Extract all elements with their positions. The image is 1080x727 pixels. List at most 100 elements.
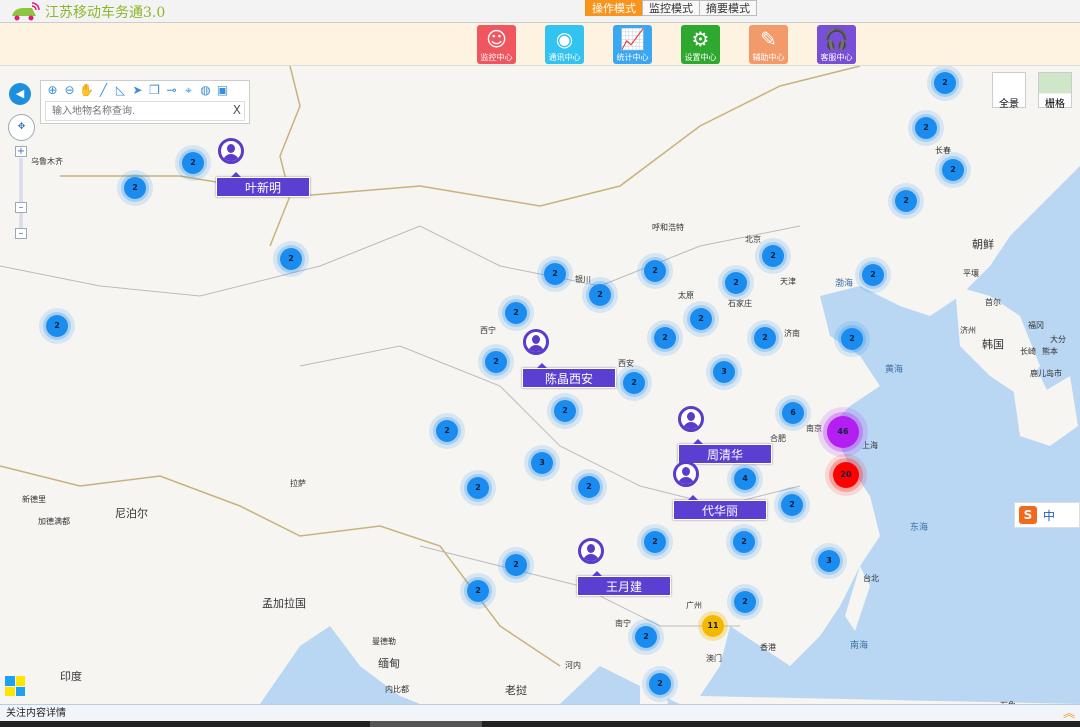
vehicle-cluster[interactable]: 2 bbox=[915, 117, 937, 139]
vehicle-cluster[interactable]: 2 bbox=[895, 190, 917, 212]
zoom-out-button[interactable]: – bbox=[15, 228, 27, 239]
vehicle-cluster[interactable]: 2 bbox=[485, 351, 507, 373]
toolbar-button-2[interactable]: ◉ 通讯中心 bbox=[545, 25, 584, 64]
city-label: 曼德勒 bbox=[372, 637, 396, 646]
person-avatar-icon[interactable] bbox=[678, 406, 704, 432]
raster-view-button[interactable]: 栅格 bbox=[1038, 72, 1072, 110]
scrollbar-thumb[interactable] bbox=[370, 721, 482, 727]
toolbar-button-4[interactable]: ⚙ 设置中心 bbox=[681, 25, 720, 64]
zoom-out-icon[interactable]: ⊖ bbox=[64, 83, 75, 97]
vehicle-cluster[interactable]: 2 bbox=[436, 420, 458, 442]
vehicle-cluster[interactable]: 2 bbox=[124, 177, 146, 199]
vehicle-cluster[interactable]: 2 bbox=[934, 72, 956, 94]
pan-hand-icon[interactable]: ✋ bbox=[79, 83, 94, 97]
vehicle-cluster[interactable]: 2 bbox=[654, 327, 676, 349]
area-measure-icon[interactable]: ◺ bbox=[115, 83, 126, 97]
layout-grid-icon[interactable] bbox=[5, 676, 25, 696]
vehicle-cluster[interactable]: 2 bbox=[544, 263, 566, 285]
vehicle-cluster[interactable]: 11 bbox=[702, 615, 724, 637]
expand-up-icon[interactable]: ︽ bbox=[1062, 706, 1075, 720]
vehicle-cluster[interactable]: 3 bbox=[818, 550, 840, 572]
vehicle-cluster[interactable]: 20 bbox=[833, 462, 859, 488]
bar-chart-icon: 📈 bbox=[620, 27, 645, 51]
vehicle-cluster[interactable]: 2 bbox=[725, 272, 747, 294]
country-label: 韩国 bbox=[982, 338, 1004, 351]
webcam-icon: ◉ bbox=[555, 27, 574, 51]
person-name-label[interactable]: 代华丽 bbox=[673, 495, 767, 520]
vehicle-cluster[interactable]: 2 bbox=[589, 284, 611, 306]
map-view[interactable]: 长春 北京 天津 呼和浩特 银川 太原 石家庄 济南 西宁 西安 合肥 南京 上海 拉萨 广州 香港 澳门 南宁 台… bbox=[0, 66, 1080, 704]
sogou-icon: S bbox=[1019, 506, 1037, 524]
vehicle-cluster[interactable]: 2 bbox=[754, 327, 776, 349]
mode-tab[interactable]: 监控模式 bbox=[642, 0, 700, 16]
person-avatar-icon[interactable] bbox=[218, 138, 244, 164]
vehicle-cluster[interactable]: 2 bbox=[734, 591, 756, 613]
vehicle-cluster[interactable]: 2 bbox=[862, 264, 884, 286]
pan-control[interactable]: ✥ bbox=[8, 114, 35, 141]
vehicle-cluster[interactable]: 2 bbox=[781, 494, 803, 516]
vehicle-cluster[interactable]: 6 bbox=[782, 402, 804, 424]
vehicle-cluster[interactable]: 3 bbox=[713, 361, 735, 383]
person-avatar-icon[interactable] bbox=[523, 329, 549, 355]
copy-icon[interactable]: ❐ bbox=[149, 83, 160, 97]
person-avatar-icon[interactable] bbox=[578, 538, 604, 564]
vehicle-cluster[interactable]: 2 bbox=[578, 476, 600, 498]
line-icon[interactable]: ⊸ bbox=[166, 83, 177, 97]
person-avatar-icon[interactable] bbox=[673, 461, 699, 487]
toolbar-button-3[interactable]: 📈 统计中心 bbox=[613, 25, 652, 64]
toolbar-button-6[interactable]: 🎧 客服中心 bbox=[817, 25, 856, 64]
vehicle-cluster[interactable]: 2 bbox=[46, 315, 68, 337]
city-label: 长崎 bbox=[1020, 347, 1036, 356]
vehicle-cluster[interactable]: 2 bbox=[505, 554, 527, 576]
back-button[interactable]: ◀ bbox=[9, 83, 31, 105]
vehicle-cluster[interactable]: 2 bbox=[280, 248, 302, 270]
vehicle-cluster[interactable]: 2 bbox=[644, 260, 666, 282]
vehicle-cluster[interactable]: 2 bbox=[505, 302, 527, 324]
zoom-track[interactable] bbox=[19, 158, 23, 228]
vehicle-cluster[interactable]: 2 bbox=[623, 372, 645, 394]
zoom-in-icon[interactable]: ⊕ bbox=[47, 83, 58, 97]
mode-tab[interactable]: 操作模式 bbox=[585, 0, 643, 16]
vehicle-cluster[interactable]: 2 bbox=[649, 673, 671, 695]
panorama-view-button[interactable]: 全景 bbox=[992, 72, 1026, 110]
location-pin-icon[interactable]: ⌖ bbox=[185, 83, 192, 97]
vehicle-cluster[interactable]: 2 bbox=[644, 531, 666, 553]
city-label: 新德里 bbox=[22, 495, 46, 504]
city-label: 太原 bbox=[678, 291, 694, 300]
vehicle-cluster[interactable]: 2 bbox=[942, 159, 964, 181]
toolbar-button-5[interactable]: ✎ 辅助中心 bbox=[749, 25, 788, 64]
vehicle-cluster[interactable]: 2 bbox=[762, 245, 784, 267]
person-name-label[interactable]: 周清华 bbox=[678, 439, 772, 464]
gears-icon: ⚙ bbox=[691, 27, 710, 51]
zoom-slider[interactable]: + – – bbox=[15, 146, 27, 240]
pencil-ruler-icon: ✎ bbox=[760, 27, 777, 51]
vehicle-cluster[interactable]: 2 bbox=[841, 328, 863, 350]
toolbar-button-label: 通讯中心 bbox=[548, 53, 581, 62]
vehicle-cluster[interactable]: 4 bbox=[734, 468, 756, 490]
person-name-label[interactable]: 叶新明 bbox=[216, 172, 310, 197]
mode-tab[interactable]: 摘要模式 bbox=[699, 0, 757, 16]
person-name-label[interactable]: 王月建 bbox=[577, 571, 671, 596]
place-search-input[interactable] bbox=[45, 101, 245, 121]
status-text[interactable]: 关注内容详情 bbox=[6, 708, 66, 719]
zoom-in-button[interactable]: + bbox=[15, 146, 27, 157]
horizontal-scrollbar[interactable] bbox=[0, 721, 1080, 727]
vehicle-cluster[interactable]: 2 bbox=[690, 308, 712, 330]
vehicle-cluster[interactable]: 2 bbox=[733, 531, 755, 553]
vehicle-cluster[interactable]: 3 bbox=[531, 452, 553, 474]
vehicle-cluster[interactable]: 2 bbox=[182, 152, 204, 174]
clear-search-button[interactable]: X bbox=[232, 103, 241, 117]
vehicle-cluster[interactable]: 2 bbox=[467, 477, 489, 499]
toolbar-button-1[interactable]: ☺ 监控中心 bbox=[477, 25, 516, 64]
save-icon[interactable]: ▣ bbox=[216, 83, 229, 97]
person-name-label[interactable]: 陈晶西安 bbox=[522, 363, 616, 388]
vehicle-cluster[interactable]: 46 bbox=[827, 416, 859, 448]
vehicle-cluster[interactable]: 2 bbox=[554, 400, 576, 422]
globe-icon[interactable]: ◍ bbox=[200, 83, 211, 97]
vehicle-cluster[interactable]: 2 bbox=[635, 626, 657, 648]
zoom-handle[interactable]: – bbox=[15, 202, 27, 213]
vehicle-cluster[interactable]: 2 bbox=[467, 580, 489, 602]
navigate-icon[interactable]: ➤ bbox=[132, 83, 143, 97]
ruler-icon[interactable]: ╱ bbox=[99, 83, 108, 97]
